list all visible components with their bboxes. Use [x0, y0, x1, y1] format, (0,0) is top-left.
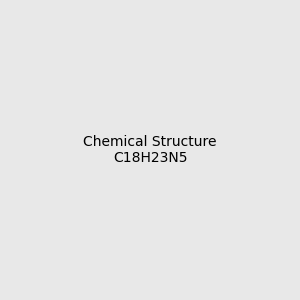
Text: Chemical Structure
C18H23N5: Chemical Structure C18H23N5	[83, 135, 217, 165]
